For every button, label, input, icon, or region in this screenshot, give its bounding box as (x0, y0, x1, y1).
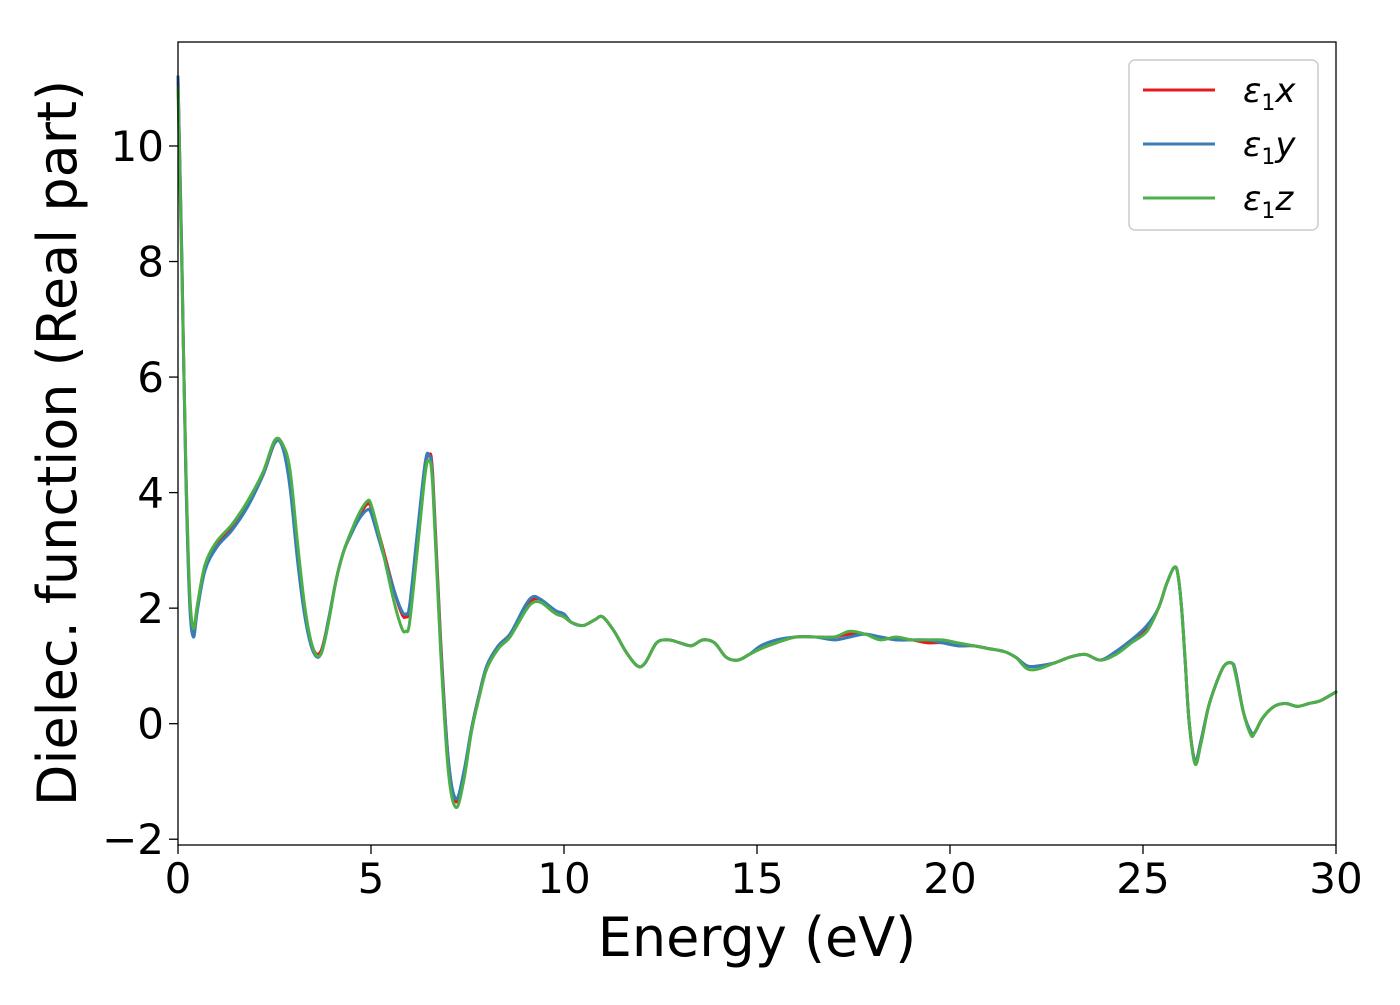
y-tick-label: 0 (137, 700, 164, 749)
x-tick-label: 10 (537, 854, 590, 903)
y-tick-label: 8 (137, 238, 164, 287)
y-tick-label: 6 (137, 353, 164, 402)
x-tick-label: 5 (358, 854, 385, 903)
x-tick-label: 0 (165, 854, 192, 903)
legend-label-x: ε1x (1243, 71, 1296, 116)
x-tick-label: 30 (1309, 854, 1362, 903)
y-tick-label: 2 (137, 584, 164, 633)
x-tick-label: 25 (1116, 854, 1169, 903)
legend-box (1128, 59, 1319, 231)
legend: ε1x ε1y ε1z (1128, 59, 1319, 231)
x-axis-title: Energy (eV) (598, 906, 917, 969)
x-tick-label: 20 (923, 854, 976, 903)
y-tick-label: −2 (102, 815, 164, 864)
y-tick-label: 10 (111, 122, 164, 171)
x-tick-label: 15 (730, 854, 783, 903)
series-line-z (176, 86, 1338, 809)
series-lines (176, 75, 1338, 809)
y-axis-title: Dielec. function (Real part) (26, 80, 89, 806)
legend-label-y: ε1y (1243, 125, 1296, 170)
legend-label-z: ε1z (1243, 179, 1294, 224)
y-tick-label: 4 (137, 469, 164, 518)
